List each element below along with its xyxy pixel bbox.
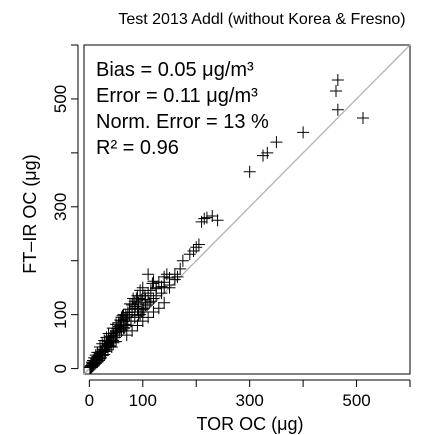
stats-box: Bias = 0.05 μg/m³ Error = 0.11 μg/m³ Nor… [96, 59, 269, 159]
data-point [142, 287, 155, 300]
x-tick-label: 100 [129, 391, 157, 410]
data-point [171, 270, 184, 283]
data-point [115, 311, 128, 324]
data-point [331, 103, 344, 116]
data-point [257, 149, 270, 162]
data-point [270, 136, 283, 149]
data-point [206, 209, 219, 222]
plot-border [83, 44, 411, 375]
legend-marker [357, 112, 369, 124]
data-point [147, 275, 160, 288]
data-point [144, 284, 157, 297]
plot-frame [83, 44, 411, 375]
data-point [158, 270, 171, 283]
data-point [183, 248, 196, 261]
data-points [83, 74, 344, 374]
data-point [174, 262, 187, 275]
data-point [192, 238, 205, 251]
data-point [150, 289, 163, 302]
data-point [121, 315, 134, 328]
data-point [134, 308, 147, 321]
y-tick-label: 0 [51, 364, 70, 373]
data-point [85, 359, 98, 372]
data-point [198, 212, 211, 225]
data-point [163, 281, 176, 294]
legend-markers [330, 85, 369, 124]
data-point [152, 302, 165, 315]
data-point [88, 356, 101, 369]
y-axis: 0 100 300 500 [51, 44, 79, 373]
data-point [142, 268, 155, 281]
data-point [126, 324, 139, 337]
y-tick-label: 100 [51, 300, 70, 328]
y-tick-label: 300 [51, 193, 70, 221]
data-point [243, 165, 256, 178]
data-point [155, 287, 168, 300]
data-point [331, 74, 344, 87]
data-point [112, 316, 125, 329]
data-point [160, 268, 173, 281]
data-point [168, 273, 181, 286]
legend-marker [330, 85, 342, 97]
data-point [297, 126, 310, 139]
data-point [132, 296, 145, 309]
data-point [142, 311, 155, 324]
data-point [94, 348, 107, 361]
data-point [138, 289, 151, 302]
data-point [158, 296, 171, 309]
data-point [147, 292, 160, 305]
stat-r2: R² = 0.96 [96, 137, 179, 159]
stat-bias: Bias = 0.05 μg/m³ [96, 59, 254, 81]
data-point [126, 305, 139, 318]
y-axis-label: FT–IR OC (μg) [20, 154, 40, 273]
x-tick-label: 300 [235, 391, 263, 410]
x-axis: 0 100 300 500 [85, 379, 411, 410]
data-point [176, 254, 189, 267]
stat-norm-error: Norm. Error = 13 % [96, 111, 269, 133]
chart-title: Test 2013 Addl (without Korea & Fresno) [118, 11, 405, 28]
x-tick-label: 500 [342, 391, 370, 410]
x-tick-label: 0 [85, 391, 94, 410]
data-point [195, 215, 208, 228]
x-axis-label: TOR OC (μg) [196, 414, 303, 434]
y-tick-label: 500 [51, 85, 70, 113]
data-point [117, 308, 130, 321]
stat-error: Error = 0.11 μg/m³ [96, 85, 258, 107]
data-point [144, 295, 157, 308]
data-point [152, 276, 165, 289]
data-point [87, 357, 100, 370]
